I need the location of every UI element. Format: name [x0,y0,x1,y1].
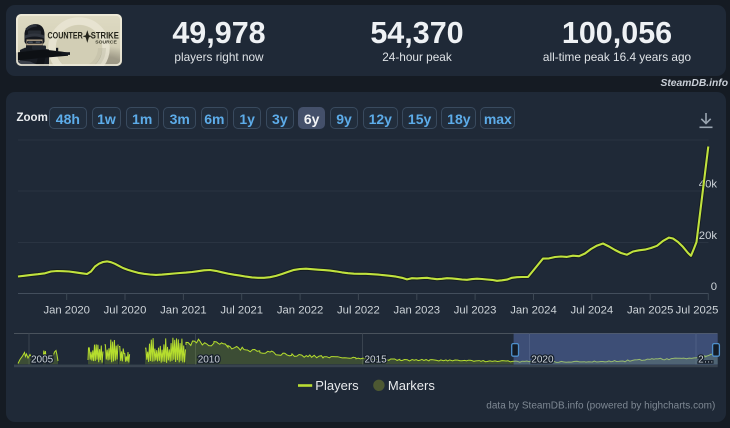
svg-text:Jul 2024: Jul 2024 [570,305,613,317]
svg-text:Jul 2020: Jul 2020 [104,305,147,317]
svg-text:2020: 2020 [531,355,554,366]
svg-text:Jan 2024: Jan 2024 [510,305,556,317]
svg-text:Jul 2025: Jul 2025 [676,305,719,317]
svg-text:COUNTER: COUNTER [47,31,82,42]
svg-text:Players: Players [315,378,359,393]
svg-text:Markers: Markers [388,378,435,393]
svg-text:data by SteamDB.info (powered: data by SteamDB.info (powered by highcha… [486,401,715,412]
svg-text:Jan 2020: Jan 2020 [43,305,89,317]
svg-text:2010: 2010 [198,355,221,366]
svg-text:Jul 2022: Jul 2022 [337,305,380,317]
svg-text:Jan 2023: Jan 2023 [394,305,440,317]
svg-text:Jan 2025: Jan 2025 [627,305,673,317]
svg-text:Jul 2021: Jul 2021 [220,305,263,317]
svg-text:20k: 20k [699,230,718,242]
svg-text:SOURCE: SOURCE [95,40,117,45]
svg-text:2015: 2015 [365,355,388,366]
svg-text:0: 0 [711,281,717,293]
svg-text:Jan 2022: Jan 2022 [277,305,323,317]
svg-text:STRIKE: STRIKE [90,31,118,42]
svg-text:Jan 2021: Jan 2021 [160,305,206,317]
svg-text:2…: 2… [698,355,714,366]
svg-text:Jul 2023: Jul 2023 [454,305,497,317]
svg-text:2005: 2005 [31,355,54,366]
